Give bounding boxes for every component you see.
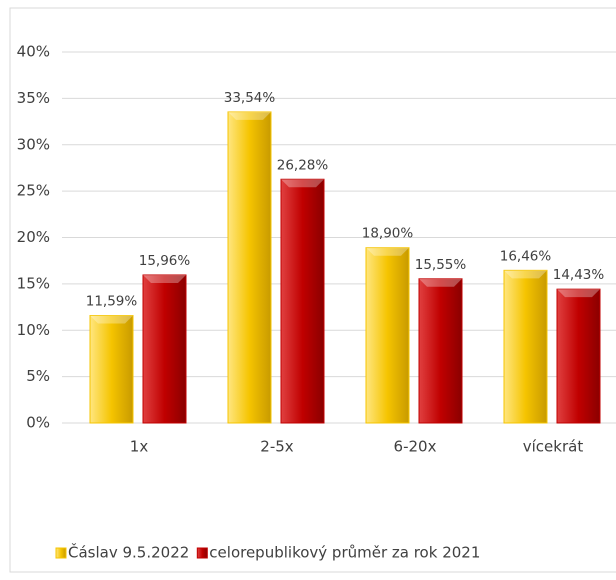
y-tick-label: 10% [17,321,50,339]
y-tick-label: 35% [17,89,50,107]
bar-bevel [504,270,547,279]
bar-bevel [419,278,462,287]
value-label: 33,54% [224,90,276,106]
y-tick-label: 40% [17,43,50,61]
bar-bevel [281,179,324,188]
value-label: 14,43% [553,267,605,283]
x-tick-label: 2-5x [260,438,293,456]
bar-bevel [228,111,271,120]
bar-bevel [366,247,409,256]
y-tick-label: 25% [17,182,50,200]
y-tick-label: 0% [26,414,50,432]
value-label: 26,28% [277,157,329,173]
bar-body [89,315,134,424]
value-label: 15,55% [415,257,467,273]
bar-body [280,178,325,424]
bar [142,274,187,424]
bar-bevel [557,289,600,298]
bar [418,278,463,424]
value-label: 11,59% [86,294,138,310]
y-tick-label: 5% [26,367,50,385]
bar [89,315,134,424]
bar-body [503,269,548,424]
bar-body [556,288,601,424]
bar-body [365,247,410,424]
bar-body [418,278,463,424]
bar [503,269,548,424]
value-label: 16,46% [500,248,552,264]
x-tick-label: 6-20x [394,438,437,456]
bar-bevel [143,274,186,283]
bar-body [227,111,272,424]
bar [280,178,325,424]
bar [365,247,410,424]
legend-label: celorepublikový průměr za rok 2021 [209,544,480,562]
chart-frame [9,7,616,573]
x-tick-label: 1x [130,438,149,456]
legend-label: Čáslav 9.5.2022 [68,543,189,562]
bar [556,288,601,424]
value-label: 18,90% [362,226,414,242]
bar-body [142,274,187,424]
legend-swatch [55,547,67,559]
y-tick-label: 30% [17,135,50,153]
y-tick-label: 15% [17,274,50,292]
legend-swatch [196,547,208,559]
value-label: 15,96% [139,253,191,269]
bar [227,111,272,424]
x-tick-label: vícekrát [523,438,584,456]
y-tick-label: 20% [17,228,50,246]
bar-bevel [90,315,133,324]
